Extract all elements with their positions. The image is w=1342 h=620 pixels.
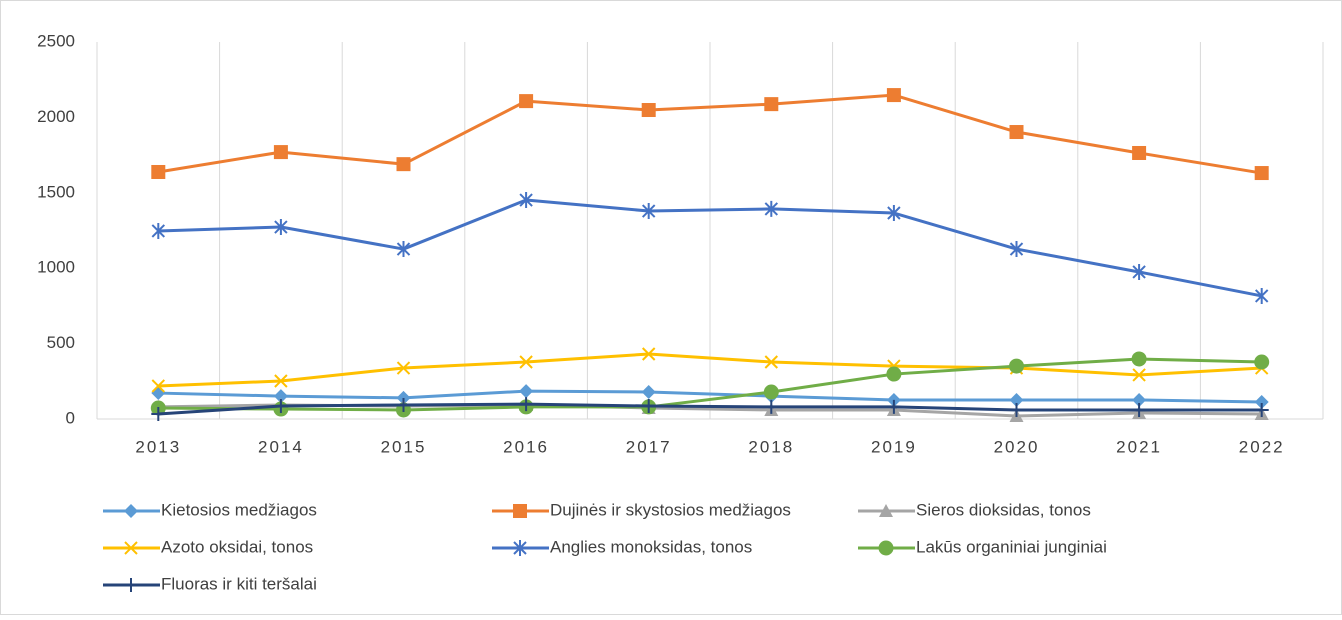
series-line xyxy=(158,352,1262,388)
x-tick-label: 2022 xyxy=(1239,437,1285,456)
marker xyxy=(764,97,779,112)
marker xyxy=(641,103,656,118)
marker xyxy=(1254,354,1270,370)
marker xyxy=(1009,392,1024,407)
y-tick-label: 1000 xyxy=(37,258,75,277)
marker xyxy=(273,399,288,414)
marker xyxy=(763,384,779,400)
x-tick-label: 2015 xyxy=(381,437,427,456)
marker xyxy=(396,397,411,412)
x-tick-label: 2019 xyxy=(871,437,917,456)
marker xyxy=(886,399,901,414)
marker xyxy=(1132,145,1147,160)
marker xyxy=(124,541,138,555)
marker xyxy=(519,192,533,209)
marker xyxy=(1132,392,1147,407)
marker xyxy=(887,205,901,222)
legend-label: Dujinės ir skystosios medžiagos xyxy=(550,500,791,519)
marker xyxy=(886,88,901,103)
marker xyxy=(1131,351,1147,367)
marker xyxy=(764,399,779,414)
series-line xyxy=(158,389,1262,404)
legend-label: Anglies monoksidas, tonos xyxy=(550,537,752,556)
marker xyxy=(1132,263,1146,280)
marker xyxy=(519,397,534,412)
marker xyxy=(274,219,288,236)
legend-label: Kietosios medžiagos xyxy=(161,500,317,519)
marker xyxy=(1254,394,1269,409)
marker xyxy=(886,366,902,382)
marker xyxy=(641,203,656,220)
marker xyxy=(396,361,411,375)
y-tick-label: 500 xyxy=(47,333,75,352)
y-tick-label: 1500 xyxy=(37,182,75,201)
marker xyxy=(274,374,288,388)
legend-label: Sieros dioksidas, tonos xyxy=(916,500,1091,519)
marker xyxy=(151,379,166,393)
marker xyxy=(1132,368,1146,382)
marker xyxy=(879,504,893,517)
x-tick-label: 2018 xyxy=(748,437,794,456)
marker xyxy=(396,157,411,172)
legend-label: Azoto oksidai, tonos xyxy=(161,537,313,556)
marker xyxy=(513,504,527,518)
marker xyxy=(519,355,533,369)
marker xyxy=(1254,166,1269,181)
x-tick-label: 2013 xyxy=(135,437,181,456)
marker xyxy=(273,145,288,160)
x-tick-label: 2014 xyxy=(258,437,304,456)
marker xyxy=(641,347,656,361)
marker xyxy=(1254,402,1269,417)
marker xyxy=(151,164,166,179)
marker xyxy=(1009,402,1024,417)
marker xyxy=(396,390,411,405)
marker xyxy=(764,200,779,217)
marker xyxy=(1132,402,1147,417)
x-tick-label: 2016 xyxy=(503,437,549,456)
y-tick-label: 2500 xyxy=(37,31,75,50)
series-line xyxy=(158,357,1262,412)
marker xyxy=(513,540,527,556)
marker xyxy=(151,407,166,422)
marker xyxy=(1009,125,1024,140)
x-tick-label: 2021 xyxy=(1116,437,1162,456)
marker xyxy=(151,222,166,239)
marker xyxy=(519,384,534,399)
legend-label: Fluoras ir kiti teršalai xyxy=(161,574,317,593)
x-tick-label: 2020 xyxy=(994,437,1040,456)
marker xyxy=(764,355,779,369)
marker xyxy=(1009,241,1024,258)
y-tick-label: 0 xyxy=(66,408,75,427)
marker xyxy=(124,578,138,592)
marker xyxy=(396,241,411,258)
y-tick-label: 2000 xyxy=(37,107,75,126)
series-line xyxy=(158,198,1262,298)
series-line xyxy=(158,402,1262,416)
x-tick-label: 2017 xyxy=(626,437,672,456)
marker xyxy=(641,399,656,414)
legend-label: Lakūs organiniai junginiai xyxy=(916,537,1107,556)
marker xyxy=(124,504,138,518)
marker xyxy=(519,94,534,109)
marker xyxy=(273,389,288,404)
series-line xyxy=(158,93,1262,175)
marker xyxy=(878,540,894,556)
marker xyxy=(1254,287,1269,304)
marker xyxy=(1009,358,1024,374)
marker xyxy=(641,385,656,400)
